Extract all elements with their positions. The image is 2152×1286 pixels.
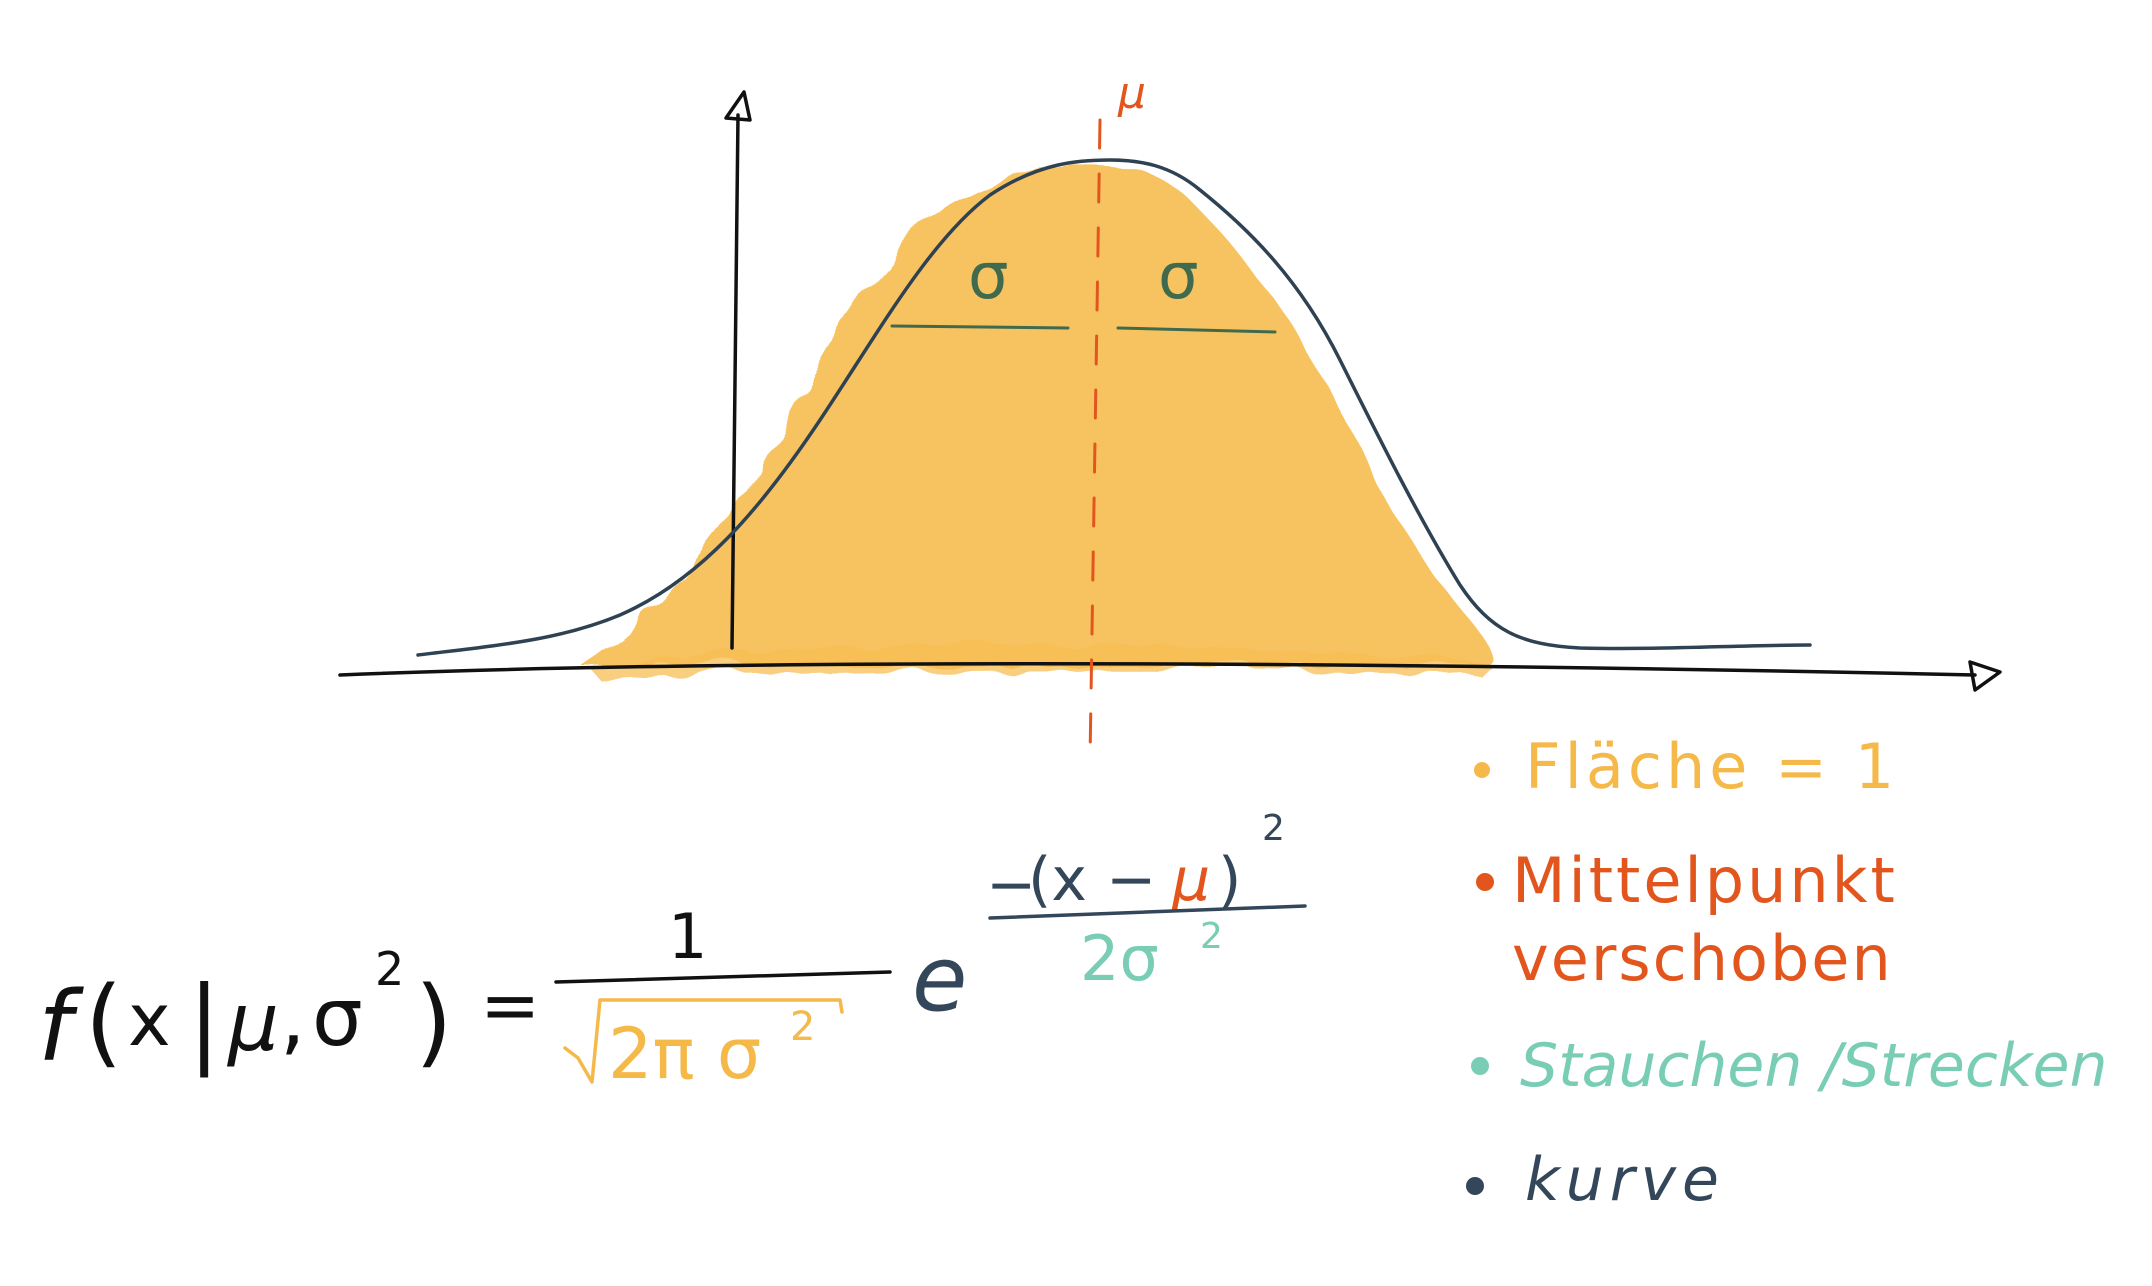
formula-equals: = [480, 963, 540, 1047]
sigma-left-line [890, 324, 1070, 330]
formula-sqrt-content: 2π σ [608, 1013, 761, 1095]
formula-fraction-bar [554, 970, 892, 984]
legend-item-scale: Stauchen /Strecken [1520, 1031, 2108, 1101]
formula-exp-fraction-bar [988, 904, 1307, 920]
legend-bullet-center [1476, 873, 1494, 891]
formula-f: f [38, 971, 84, 1083]
formula-exp-denominator: 2σ [1080, 922, 1159, 995]
formula-mu: μ [226, 976, 279, 1069]
area-fill-base [590, 643, 1490, 680]
formula-exp-open: (x − [1028, 845, 1156, 915]
formula-comma: , [280, 971, 305, 1064]
legend-bullet-scale [1471, 1057, 1489, 1075]
formula-exp-minus: − [986, 850, 1036, 920]
sigma-right-label: σ [1158, 240, 1199, 314]
sqrt-icon [563, 998, 844, 1084]
formula-close-paren: ) [415, 966, 452, 1078]
sigma-right-line [1116, 326, 1277, 334]
formula-exp-mu: μ [1171, 845, 1210, 915]
legend-bullet-curve [1466, 1177, 1484, 1195]
x-axis [338, 662, 1977, 677]
formula-sigma: σ [312, 971, 363, 1064]
formula-numerator: 1 [668, 900, 707, 973]
formula-exp-sq: 2 [1262, 808, 1285, 849]
formula-x: x [128, 978, 171, 1062]
formula-open-paren: ( [85, 966, 122, 1078]
legend-item-curve: kurve [1525, 1145, 1725, 1215]
formula-bar: | [188, 966, 220, 1079]
formula-sqrt-sq: 2 [790, 1004, 815, 1050]
formula-sigma-sq: 2 [375, 942, 404, 996]
y-axis-arrow-icon [724, 90, 752, 122]
x-axis-arrow-icon [1968, 660, 2002, 692]
legend: Fläche = 1 Mittelpunkt verschoben Stauch… [1466, 730, 2108, 1215]
area-fill [580, 164, 1491, 666]
formula-exp-close: ) [1218, 845, 1241, 915]
mu-label: μ [1117, 68, 1146, 119]
legend-item-area: Fläche = 1 [1525, 730, 1898, 803]
legend-item-center: Mittelpunkt [1512, 844, 1898, 917]
formula-exp-den-sq: 2 [1200, 916, 1223, 957]
sigma-left-label: σ [968, 240, 1009, 314]
mu-line [1088, 118, 1102, 762]
y-axis [730, 113, 740, 650]
formula: f ( x | μ , σ 2 ) = 1 2π σ 2 e − (x − μ … [38, 808, 1307, 1095]
bell-curve [416, 158, 1812, 657]
legend-item-center-line2: verschoben [1512, 922, 1893, 995]
formula-e: e [912, 927, 967, 1032]
legend-bullet-area [1474, 762, 1490, 778]
